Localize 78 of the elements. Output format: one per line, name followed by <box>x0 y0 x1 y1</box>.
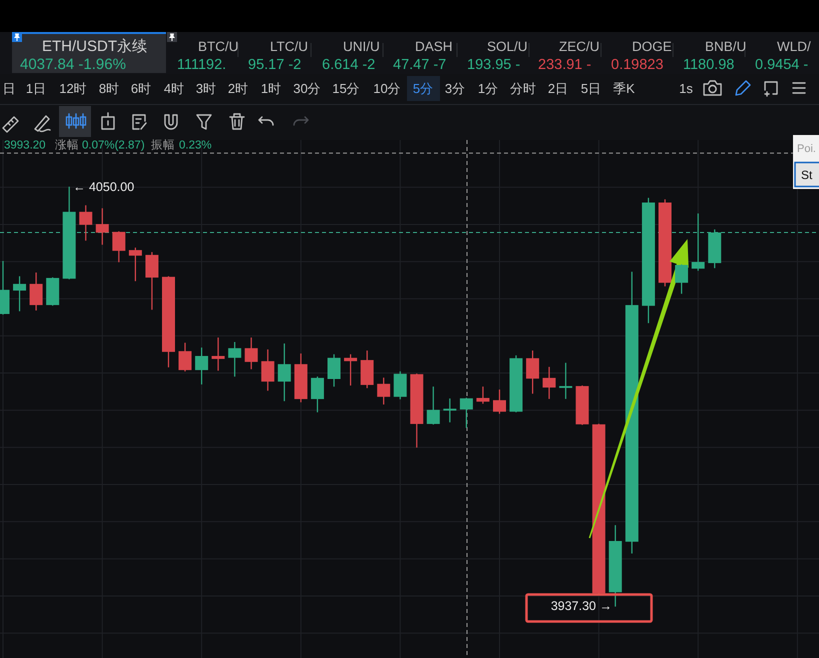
candlestick <box>195 348 208 384</box>
text: DOGE <box>632 39 672 54</box>
text: 1s <box>679 81 694 96</box>
text: 1时 <box>260 81 282 96</box>
candlestick <box>261 349 274 391</box>
text: 8时 <box>98 81 120 96</box>
text: 季K <box>613 81 636 96</box>
text: 5分 <box>412 81 434 96</box>
text: 1180.98 <box>683 57 734 73</box>
candlestick <box>460 398 473 428</box>
candlestick <box>476 386 490 404</box>
text: 3分 <box>444 81 466 96</box>
candlestick <box>278 343 291 402</box>
text: 1日 <box>26 81 46 96</box>
text: 2日 <box>548 81 568 96</box>
candlestick <box>30 272 43 310</box>
text: 10分 <box>373 81 401 96</box>
text: 1分 <box>478 81 498 96</box>
candlestick <box>559 362 572 399</box>
text: BTC/U <box>198 39 238 54</box>
text: 47.47 -7 <box>393 57 446 73</box>
text: 111192. <box>177 57 226 73</box>
candlestick <box>394 371 407 400</box>
candlestick <box>526 350 540 394</box>
candlestick <box>96 208 109 245</box>
text: 3993.20 <box>4 140 46 152</box>
text: BNB/U <box>705 39 746 54</box>
text: 3时 <box>196 81 216 96</box>
candlestick <box>79 205 92 241</box>
text: 涨幅 <box>55 138 79 152</box>
text: LTC/U <box>270 39 308 54</box>
candlestick <box>426 386 440 425</box>
text: 0.23% <box>179 140 212 152</box>
text: 15分 <box>332 81 360 96</box>
text: 6.614 -2 <box>322 57 376 73</box>
text: ZEC/U <box>559 39 600 54</box>
text: 30分 <box>293 81 321 96</box>
text: 6时 <box>130 81 152 96</box>
chart-title: ETH/USDT永续 <box>42 38 147 55</box>
text: 2时 <box>228 81 248 96</box>
text: Poi. <box>797 143 816 155</box>
text: 233.91 - <box>538 57 592 73</box>
candlestick <box>228 342 242 377</box>
candlestick <box>675 264 688 294</box>
candlestick <box>328 354 340 387</box>
candlestick <box>178 342 192 372</box>
text: 12时 <box>59 81 87 96</box>
text: UNI/U <box>343 39 380 54</box>
text: 95.17 -2 <box>248 57 302 73</box>
candlestick <box>112 231 126 262</box>
text: SOL/U <box>487 39 528 54</box>
candlestick <box>344 354 358 386</box>
candlestick <box>377 378 390 404</box>
candlestick <box>692 213 705 271</box>
text: 0.19823 <box>611 57 664 73</box>
candlestick <box>443 398 456 422</box>
text: 4时 <box>164 81 184 96</box>
annotation: ← 4050.00 <box>73 180 134 194</box>
chart-subtitle: 4037.84 -1.96% <box>20 56 126 73</box>
candlestick <box>128 248 142 282</box>
text: WLD/ <box>777 39 811 54</box>
text: 0.07%(2.87) <box>82 140 145 152</box>
candlestick <box>145 252 158 310</box>
text: 193.95 - <box>467 57 520 73</box>
text: 5日 <box>580 81 602 96</box>
candlestick <box>542 366 556 399</box>
annotation: 3937.30 → <box>550 599 612 613</box>
candlestick <box>244 338 258 370</box>
candlestick <box>13 276 26 312</box>
text: 振幅 <box>151 138 175 152</box>
text: DASH <box>415 39 453 54</box>
text: 分时 <box>510 81 536 96</box>
text: 0.9454 - <box>755 57 808 73</box>
candlestick <box>493 390 506 414</box>
text: 日 <box>2 81 16 96</box>
candlestick <box>212 338 225 371</box>
text: St <box>801 168 814 182</box>
candlestick <box>310 376 324 412</box>
